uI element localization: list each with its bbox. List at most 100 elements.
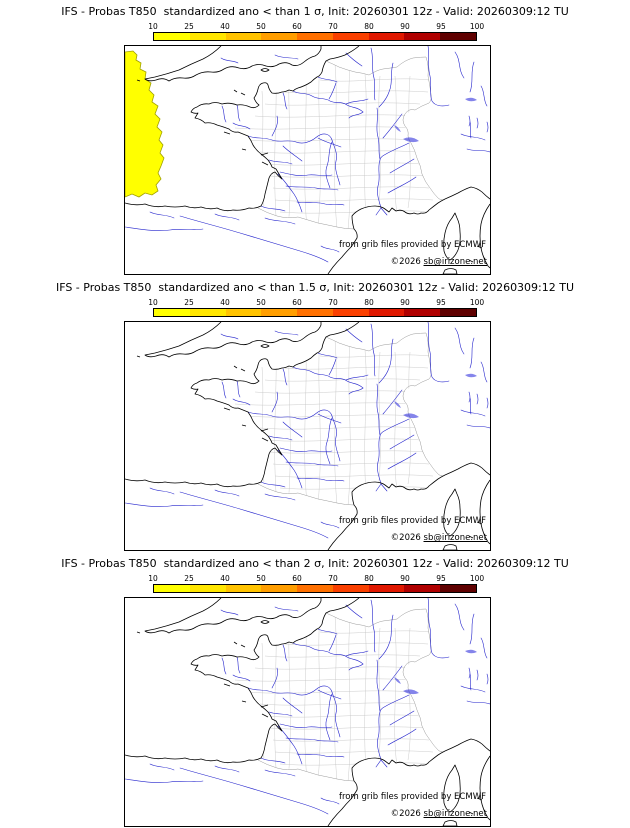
colorbar-tick-label: 100 [469,22,485,31]
colorbar-tick-label: 95 [436,298,446,307]
colorbar-segment [404,585,441,592]
copyright-line: ©2026 sb@irizone.net [391,533,487,543]
colorbar-tick-label: 60 [292,298,302,307]
map-canvas [125,322,490,550]
map-france-frame: from grib files provided by ECMWF ©2026 … [124,45,491,275]
map-france-frame: from grib files provided by ECMWF ©2026 … [124,597,491,827]
map-canvas [125,46,490,274]
colorbar-tick-label: 25 [184,574,194,583]
map-france-frame: from grib files provided by ECMWF ©2026 … [124,321,491,551]
colorbar-tick-label: 80 [364,298,374,307]
sardinia-tip [442,820,458,826]
colorbar-tick-label: 90 [400,22,410,31]
colorbar-tick-label: 100 [469,298,485,307]
colorbar-tick-label: 90 [400,574,410,583]
colorbar-segment [297,309,333,316]
france-map-plot [125,46,490,274]
colorbar-segment [332,33,369,40]
colorbar-segment [297,33,333,40]
author-email-link[interactable]: sb@irizone.net [423,257,487,267]
colorbar-tick-label: 95 [436,22,446,31]
spain-mediterranean-coastline [327,504,358,550]
italy-coastline [479,203,490,269]
panel-title: IFS - Probas T850 standardized ano < tha… [55,281,575,294]
rivers-layer [125,322,490,539]
atlantic-islands [223,131,269,166]
colorbar-tick-labels: 10 25 40 50 60 70 80 90 95 100 [148,22,484,32]
colorbar-tick-label: 70 [328,574,338,583]
scilly-isles [136,631,141,634]
sardinia-tip [442,544,458,550]
france-mediterranean-coastline [351,462,490,506]
isle-of-wight [260,68,270,72]
colorbar-segment [261,585,298,592]
colorbar-tick-label: 100 [469,574,485,583]
colorbar-tick-label: 40 [220,574,230,583]
france-map-plot [125,598,490,826]
colorbar-segment [332,585,369,592]
colorbar-tick-label: 10 [148,22,158,31]
isle-of-wight [260,344,270,348]
colorbar-segment [404,309,441,316]
colorbar-tick-labels: 10 25 40 50 60 70 80 90 95 100 [148,298,484,308]
lakes-layer [394,97,477,143]
coastlines-layer [125,598,490,826]
colorbar-tick-label: 25 [184,22,194,31]
country-borders-layer [257,608,444,782]
coastlines-layer [125,322,490,550]
colorbar-segment [404,33,441,40]
colorbar-gradient-bar [153,32,477,41]
panel-threshold-1-sigma: IFS - Probas T850 standardized ano < tha… [0,0,630,276]
panel-title: IFS - Probas T850 standardized ano < tha… [61,5,569,18]
spain-mediterranean-coastline [327,228,358,274]
italy-coastline [479,479,490,545]
colorbar-tick-label: 95 [436,574,446,583]
england-coastline [144,598,322,634]
colorbar-tick-label: 10 [148,298,158,307]
author-email-link[interactable]: sb@irizone.net [423,533,487,543]
elba-island [468,245,483,263]
scilly-isles [136,355,141,358]
channel-islands [233,89,246,96]
sardinia-tip [442,268,458,274]
colorbar-segment [225,309,262,316]
france-mediterranean-coastline [351,186,490,230]
atlantic-islands [223,407,269,442]
colorbar-tick-label: 50 [256,298,266,307]
italy-coastline [479,755,490,821]
colorbar-segment [189,309,226,316]
department-boundaries-layer [234,609,436,781]
france-atlantic-coastline [125,598,360,764]
data-credit: from grib files provided by ECMWF [339,516,486,526]
colorbar-tick-label: 25 [184,298,194,307]
rivers-layer [125,46,490,263]
colorbar-tick-label: 80 [364,22,374,31]
france-atlantic-coastline [125,322,360,488]
data-credit: from grib files provided by ECMWF [339,240,486,250]
spain-mediterranean-coastline [327,780,358,826]
colorbar-segment [440,585,477,592]
author-email-link[interactable]: sb@irizone.net [423,809,487,819]
colorbar: 10 25 40 50 60 70 80 90 95 100 [148,574,484,593]
channel-islands [233,365,246,372]
colorbar-segment [225,585,262,592]
colorbar-tick-label: 40 [220,298,230,307]
isle-of-wight [260,620,270,624]
england-coastline [144,322,322,358]
colorbar-tick-label: 50 [256,22,266,31]
colorbar: 10 25 40 50 60 70 80 90 95 100 [148,298,484,317]
colorbar-segment [368,309,405,316]
elba-island [468,797,483,815]
colorbar-segment [189,585,226,592]
panel-threshold-1point5-sigma: IFS - Probas T850 standardized ano < tha… [0,276,630,552]
corsica [443,764,461,813]
colorbar-tick-labels: 10 25 40 50 60 70 80 90 95 100 [148,574,484,584]
panel-threshold-2-sigma: IFS - Probas T850 standardized ano < tha… [0,552,630,828]
panel-title: IFS - Probas T850 standardized ano < tha… [61,557,569,570]
probability-shaded-region [125,50,165,198]
channel-islands [233,641,246,648]
colorbar: 10 25 40 50 60 70 80 90 95 100 [148,22,484,41]
colorbar-tick-label: 50 [256,574,266,583]
colorbar-tick-label: 70 [328,22,338,31]
